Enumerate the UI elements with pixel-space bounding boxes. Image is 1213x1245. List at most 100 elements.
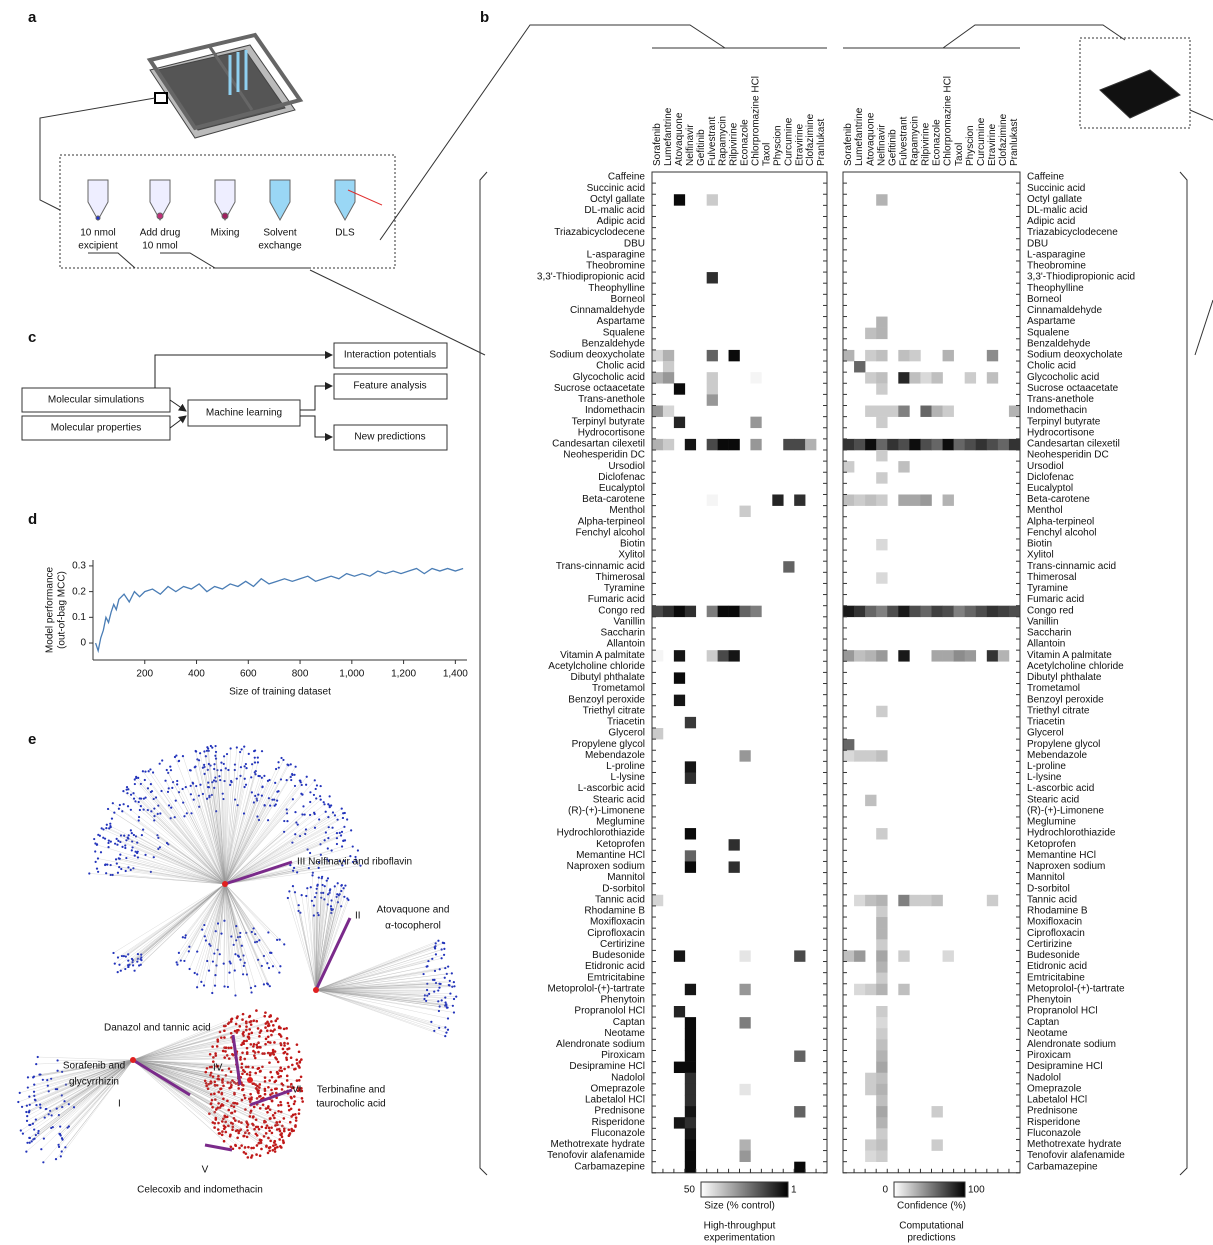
node [445, 1004, 447, 1006]
compound-label: L-ascorbic acid [1027, 783, 1094, 794]
node [266, 1029, 269, 1032]
node [125, 857, 127, 859]
node [134, 855, 136, 857]
node [451, 986, 453, 988]
network-label: Sorafenib and [63, 1061, 125, 1072]
heatmap-cell [854, 606, 865, 617]
compound-label: Meglumine [596, 817, 645, 828]
compound-label: Mannitol [1027, 872, 1065, 883]
edge [189, 884, 225, 951]
colorbar-label: Confidence (%) [897, 1201, 966, 1212]
node [285, 1027, 288, 1030]
network-label: α-tocopherol [385, 921, 441, 932]
compound-label: Labetalol HCl [585, 1095, 645, 1106]
node [125, 870, 127, 872]
node [168, 804, 170, 806]
node [265, 1022, 268, 1025]
node [342, 887, 344, 889]
node [265, 1127, 268, 1130]
heatmap-cell [685, 1106, 696, 1117]
node [305, 895, 307, 897]
node [230, 781, 232, 783]
compound-label: Omeprazole [591, 1083, 646, 1094]
heatmap-cell [876, 750, 887, 761]
node [309, 801, 311, 803]
heatmap-cell [1009, 439, 1020, 450]
compound-label: Biotin [1027, 539, 1052, 550]
step-label: 10 nmol [142, 241, 178, 252]
node [153, 856, 155, 858]
heatmap-cell [718, 439, 729, 450]
drug-label: Atovaquone [865, 112, 876, 166]
node [337, 882, 339, 884]
node [278, 971, 280, 973]
edge [128, 884, 225, 965]
heatmap-cell [729, 650, 740, 661]
node [123, 803, 125, 805]
node [208, 763, 210, 765]
node [228, 971, 230, 973]
heatmap-cell [843, 750, 854, 761]
node [259, 1154, 262, 1157]
heatmap-cell [898, 984, 909, 995]
node [267, 983, 269, 985]
node [269, 1140, 272, 1143]
node [330, 905, 332, 907]
compound-label: DL-malic acid [584, 205, 645, 216]
node [227, 769, 229, 771]
heatmap-cell [876, 406, 887, 417]
node [260, 1148, 263, 1151]
node [293, 1103, 296, 1106]
node [313, 904, 315, 906]
node [249, 1071, 252, 1074]
node [280, 1035, 283, 1038]
node [254, 1057, 257, 1060]
node [248, 1033, 251, 1036]
node [29, 1142, 31, 1144]
x-tick-label: 1,400 [443, 669, 468, 680]
node [215, 758, 217, 760]
compound-label: L-lysine [1027, 772, 1062, 783]
node [107, 808, 109, 810]
node [109, 823, 111, 825]
node [234, 1102, 237, 1105]
node [28, 1096, 30, 1098]
node [221, 1081, 224, 1084]
node [275, 768, 277, 770]
node [110, 841, 112, 843]
compound-label: Indomethacin [1027, 405, 1087, 416]
heatmap-cell [876, 572, 887, 583]
heatmap-cell [932, 1139, 943, 1150]
heatmap-cell [954, 606, 965, 617]
compound-label: Captan [613, 1017, 645, 1028]
node [188, 946, 190, 948]
node [112, 952, 114, 954]
node [295, 1119, 298, 1122]
colorbar-min: 50 [684, 1185, 696, 1196]
node [218, 775, 220, 777]
node [331, 849, 333, 851]
node [342, 817, 344, 819]
heatmap-cell [740, 506, 751, 517]
node [229, 784, 231, 786]
node [279, 1066, 282, 1069]
compound-label: Fluconazole [1027, 1128, 1081, 1139]
y-axis-label: (out-of-bag MCC) [57, 571, 68, 649]
heatmap-cell [932, 650, 943, 661]
heatmap-cell [729, 861, 740, 872]
heatmap-cell [965, 650, 976, 661]
node [40, 1148, 42, 1150]
node [122, 790, 124, 792]
node [60, 1155, 62, 1157]
node [298, 1108, 301, 1111]
node [192, 782, 194, 784]
node [35, 1104, 37, 1106]
node [254, 757, 256, 759]
compound-label: Eucalyptol [599, 483, 645, 494]
node [25, 1151, 27, 1153]
heatmap-cell [876, 317, 887, 328]
node [183, 815, 185, 817]
tubes [88, 180, 382, 220]
node [220, 932, 222, 934]
heatmap-cell [843, 950, 854, 961]
